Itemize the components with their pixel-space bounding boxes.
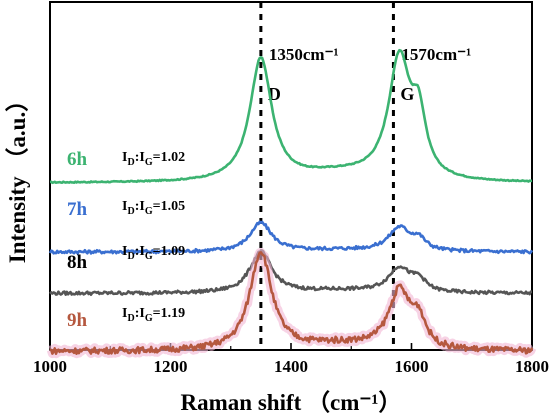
ratio-part: :I [135,199,145,214]
x-tick-label: 1000 [33,357,67,376]
series-lines [46,48,537,359]
ratio-label-6h: ID:IG=1.02 [122,150,185,168]
x-tick-label: 1200 [154,357,188,376]
ratio-part: G [145,157,153,168]
series-line-8h [49,249,533,296]
wavenumber-label: 1570cm⁻¹ [401,45,471,64]
ratio-part: I [122,306,127,321]
ratio-part: G [145,313,153,324]
wavenumber-label: 1350cm⁻¹ [269,45,339,64]
series-line-7h [48,220,534,255]
series-line-6h [49,48,533,185]
ratio-part: D [127,157,134,168]
series-line-9h [49,251,534,355]
ratio-label-7h: ID:IG=1.05 [122,199,185,217]
ratio-part: G [145,251,153,262]
series-label-8h: 8h [67,252,88,273]
series-label-9h: 9h [67,310,88,331]
ratio-part: :I [135,150,145,165]
ratio-part: =1.05 [153,199,185,214]
ratio-part: I [122,199,127,214]
ratio-part: I [122,244,127,259]
series-label-6h: 6h [67,149,88,170]
ratio-part: =1.02 [153,150,185,165]
ratio-part: =1.09 [153,244,185,259]
x-tick-label: 1600 [395,357,429,376]
y-axis-title: Intensity （a.u.） [4,89,30,263]
ratio-part: =1.19 [153,306,185,321]
x-axis-title: Raman shift （cm⁻¹） [181,389,402,415]
x-tick-label: 1400 [274,357,308,376]
ratio-part: D [127,251,134,262]
ratio-part: D [127,206,134,217]
ratio-part: :I [135,306,145,321]
peak-label-G: G [400,84,414,104]
ratio-label-9h: ID:IG=1.19 [122,306,185,324]
ratio-part: :I [135,244,145,259]
ratio-label-8h: ID:IG=1.09 [122,244,185,262]
ratio-part: I [122,150,127,165]
series-halo-9h [46,247,537,359]
ratio-part: G [145,206,153,217]
series-label-7h: 7h [67,199,88,220]
ratio-part: D [127,313,134,324]
x-tick-label: 1800 [515,357,549,376]
